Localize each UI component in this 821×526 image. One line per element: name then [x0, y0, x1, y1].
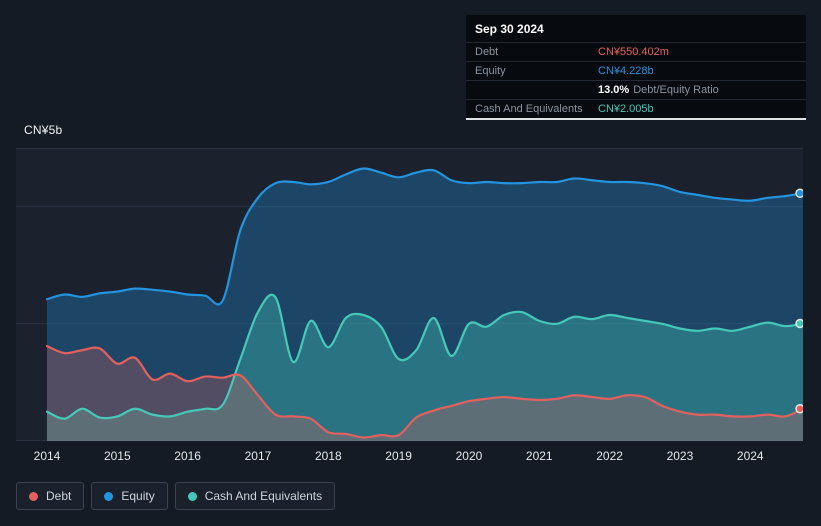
tooltip-row-debt: Debt CN¥550.402m: [466, 42, 806, 61]
legend-debt-label: Debt: [46, 489, 72, 503]
plot-background: [16, 148, 803, 441]
legend-equity-label: Equity: [121, 489, 155, 503]
legend-cash-label: Cash And Equivalents: [204, 489, 323, 503]
tooltip-ratio-value: 13.0% Debt/Equity Ratio: [598, 84, 719, 96]
tooltip-cash-label: Cash And Equivalents: [475, 103, 583, 115]
tooltip-ratio-caption: Debt/Equity Ratio: [633, 84, 719, 96]
tooltip-ratio-percent: 13.0%: [598, 84, 630, 96]
equity-line: [45, 167, 803, 306]
cash-area: [47, 294, 803, 441]
x-tick-label-2019: 2019: [385, 449, 412, 463]
legend-item-cash[interactable]: Cash And Equivalents: [174, 482, 336, 510]
equity-legend-dot-icon: [104, 491, 114, 501]
cash-line: [45, 293, 803, 420]
tooltip-equity-value: CN¥4.228b: [598, 65, 654, 77]
x-tick-label-2016: 2016: [174, 449, 201, 463]
x-tick-label-2015: 2015: [103, 449, 131, 463]
x-tick-label-2024: 2024: [736, 449, 764, 463]
tooltip-cash-value: CN¥2.005b: [598, 103, 654, 115]
equity-end-dot: [795, 188, 803, 198]
tooltip-date: Sep 30 2024: [475, 22, 544, 36]
x-tick-label-2018: 2018: [314, 449, 342, 463]
x-tick-label-2022: 2022: [596, 449, 623, 463]
debt-end-dot: [795, 404, 803, 414]
x-tick-label-2021: 2021: [525, 449, 553, 463]
x-tick-label-2023: 2023: [666, 449, 694, 463]
tooltip-row-cash: Cash And Equivalents CN¥2.005b: [466, 99, 806, 118]
legend: Debt Equity Cash And Equivalents: [16, 482, 336, 510]
debt-area: [47, 346, 803, 441]
x-tick-label-2020: 2020: [455, 449, 483, 463]
chart-tooltip: Sep 30 2024 Debt CN¥550.402m Equity CN¥4…: [466, 15, 806, 120]
debt-legend-dot-icon: [29, 491, 38, 501]
tooltip-row-equity: Equity CN¥4.228b: [466, 61, 806, 80]
x-tick-label-2014: 2014: [33, 449, 61, 463]
y-axis-max-label: CN¥5b: [24, 123, 63, 137]
chart-plot-area[interactable]: [16, 148, 803, 441]
x-tick-label-2017: 2017: [244, 449, 272, 463]
tooltip-debt-label: Debt: [475, 46, 499, 58]
cash-end-dot: [795, 318, 803, 329]
legend-item-debt[interactable]: Debt: [16, 482, 85, 510]
debt-line: [45, 344, 803, 439]
tooltip-row-ratio: 13.0% Debt/Equity Ratio: [466, 80, 806, 99]
cash-legend-dot-icon: [187, 491, 197, 501]
tooltip-equity-label: Equity: [475, 65, 506, 77]
tooltip-debt-value: CN¥550.402m: [598, 46, 669, 58]
legend-item-equity[interactable]: Equity: [91, 482, 168, 510]
